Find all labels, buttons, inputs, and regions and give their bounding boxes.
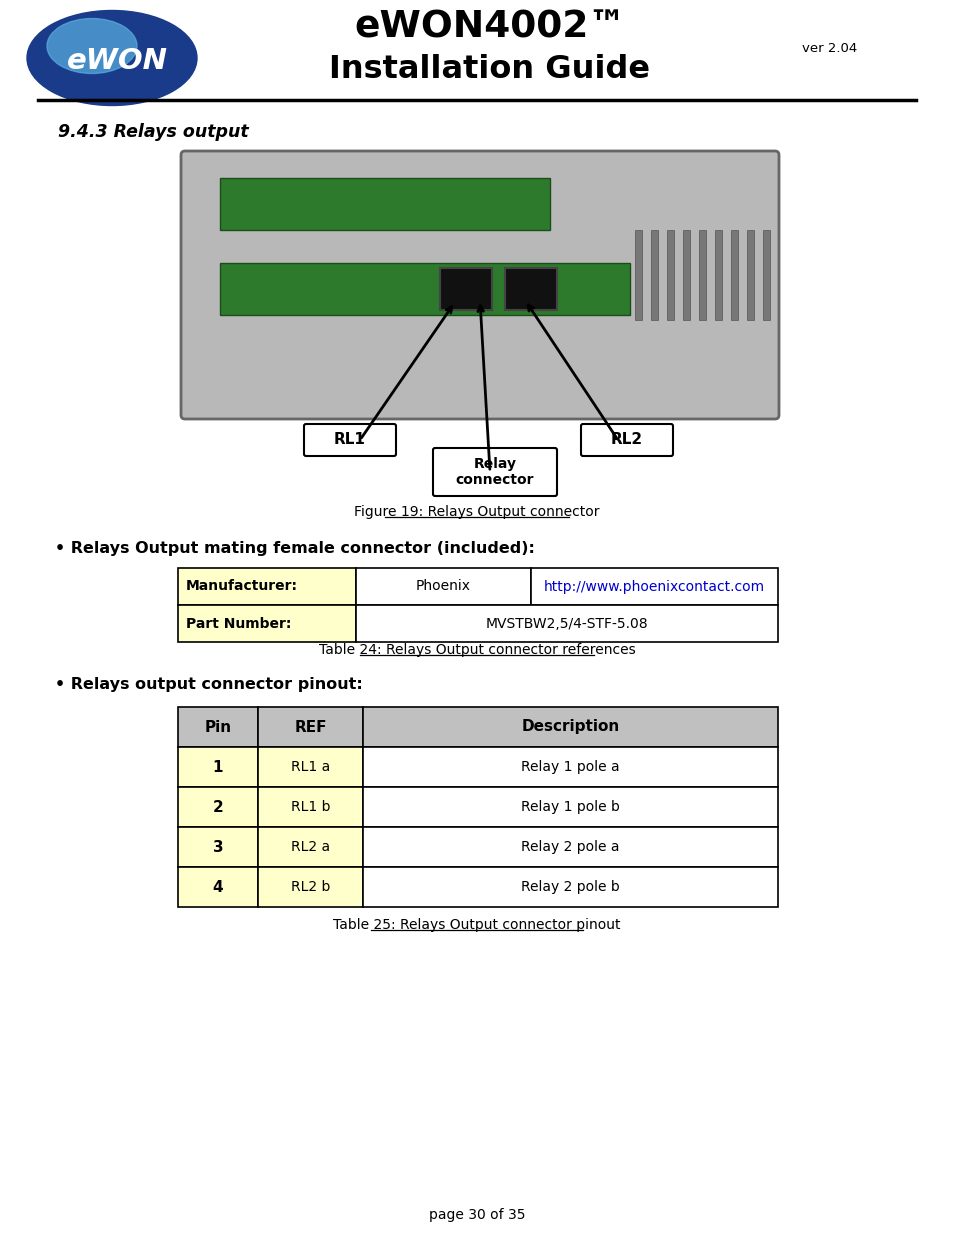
- FancyBboxPatch shape: [304, 424, 395, 456]
- Bar: [178, 605, 355, 642]
- Bar: [220, 178, 550, 230]
- Bar: [762, 230, 769, 320]
- Text: RL1: RL1: [334, 432, 366, 447]
- Text: REF: REF: [294, 720, 327, 735]
- Bar: [257, 747, 363, 787]
- Bar: [363, 747, 778, 787]
- Text: RL2 a: RL2 a: [291, 840, 330, 853]
- Text: Pin: Pin: [204, 720, 232, 735]
- Text: Table 25: Relays Output connector pinout: Table 25: Relays Output connector pinout: [333, 918, 620, 932]
- Text: Figure 19: Relays Output connector: Figure 19: Relays Output connector: [354, 505, 599, 519]
- Bar: [682, 230, 689, 320]
- Bar: [439, 268, 492, 310]
- Bar: [178, 787, 257, 827]
- Bar: [635, 230, 641, 320]
- Text: 9.4.3 Relays output: 9.4.3 Relays output: [58, 124, 249, 141]
- Bar: [730, 230, 738, 320]
- Text: • Relays Output mating female connector (included):: • Relays Output mating female connector …: [55, 541, 535, 556]
- Bar: [531, 568, 778, 605]
- Text: RL2 b: RL2 b: [291, 881, 330, 894]
- Text: eWON4002™: eWON4002™: [354, 10, 625, 46]
- Text: RL1 a: RL1 a: [291, 760, 330, 774]
- Text: Relay
connector: Relay connector: [456, 457, 534, 487]
- FancyBboxPatch shape: [580, 424, 672, 456]
- Bar: [355, 568, 531, 605]
- Text: MVSTBW2,5/4-STF-5.08: MVSTBW2,5/4-STF-5.08: [485, 616, 648, 631]
- Text: RL1 b: RL1 b: [291, 800, 330, 814]
- Text: Relay 2 pole a: Relay 2 pole a: [520, 840, 619, 853]
- Ellipse shape: [27, 11, 196, 105]
- Bar: [178, 867, 257, 906]
- FancyBboxPatch shape: [181, 151, 779, 419]
- Text: Description: Description: [521, 720, 619, 735]
- Bar: [178, 568, 355, 605]
- Text: Part Number:: Part Number:: [186, 616, 291, 631]
- Text: 4: 4: [213, 879, 223, 894]
- Text: RL2: RL2: [610, 432, 642, 447]
- Text: Manufacturer:: Manufacturer:: [186, 579, 297, 594]
- Text: 2: 2: [213, 799, 223, 815]
- Text: Table 24: Relays Output connector references: Table 24: Relays Output connector refere…: [318, 643, 635, 657]
- Text: Installation Guide: Installation Guide: [329, 54, 650, 85]
- Text: Relay 1 pole b: Relay 1 pole b: [520, 800, 619, 814]
- Bar: [363, 706, 778, 747]
- Ellipse shape: [47, 19, 137, 74]
- Text: page 30 of 35: page 30 of 35: [428, 1208, 525, 1221]
- Bar: [363, 787, 778, 827]
- Text: eWON: eWON: [67, 47, 168, 75]
- Bar: [714, 230, 721, 320]
- Text: • Relays output connector pinout:: • Relays output connector pinout:: [55, 678, 362, 693]
- Bar: [699, 230, 705, 320]
- Bar: [220, 263, 629, 315]
- Bar: [666, 230, 673, 320]
- Text: Relay 1 pole a: Relay 1 pole a: [520, 760, 619, 774]
- Bar: [355, 605, 778, 642]
- Text: Phoenix: Phoenix: [416, 579, 471, 594]
- Text: Relay 2 pole b: Relay 2 pole b: [520, 881, 619, 894]
- FancyBboxPatch shape: [433, 448, 557, 496]
- Bar: [363, 867, 778, 906]
- Bar: [257, 867, 363, 906]
- Text: http://www.phoenixcontact.com: http://www.phoenixcontact.com: [543, 579, 764, 594]
- Bar: [257, 787, 363, 827]
- Bar: [178, 827, 257, 867]
- Bar: [257, 827, 363, 867]
- Bar: [363, 827, 778, 867]
- Text: 3: 3: [213, 840, 223, 855]
- Bar: [178, 747, 257, 787]
- Bar: [257, 706, 363, 747]
- Text: 1: 1: [213, 760, 223, 774]
- Bar: [650, 230, 658, 320]
- Bar: [746, 230, 753, 320]
- Text: ver 2.04: ver 2.04: [801, 42, 857, 54]
- Bar: [504, 268, 557, 310]
- Bar: [178, 706, 257, 747]
